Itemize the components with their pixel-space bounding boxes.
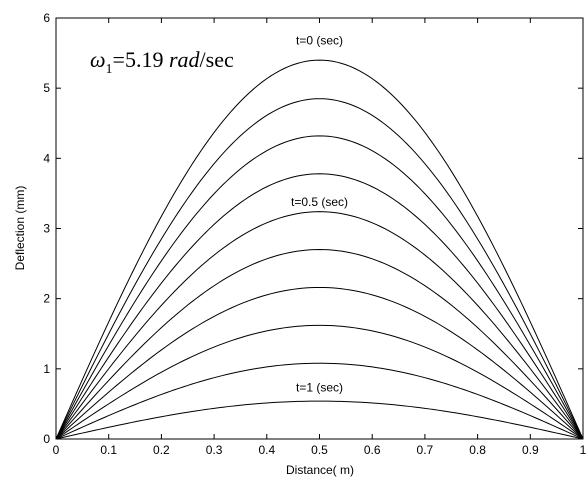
time-annotation: t=0.5 (sec) [291,195,348,209]
x-tick-label: 0.1 [100,443,117,457]
x-tick-label: 0.3 [206,443,223,457]
deflection-curve [55,211,584,440]
y-tick-label: 3 [43,222,50,236]
omega-equation: ω1=5.19 rad/sec [90,47,234,77]
x-tick-label: 0.4 [258,443,275,457]
y-tick-label: 5 [43,81,50,95]
omega-unit-tail: /sec [200,47,234,72]
deflection-curve [55,362,584,440]
y-tick-label: 4 [43,151,50,165]
x-tick-label: 0 [53,443,60,457]
x-tick-label: 1 [580,443,586,457]
time-annotation: t=0 (sec) [296,34,343,48]
omega-symbol: ω [90,47,106,72]
plot-frame [55,17,584,440]
deflection-curve [55,98,584,440]
x-axis-label: Distance( m) [286,463,354,477]
x-tick-label: 0.5 [311,443,328,457]
y-tick-label: 2 [43,292,50,306]
omega-unit-italic: rad [169,47,201,72]
deflection-curve [55,400,584,440]
y-tick-label: 1 [43,362,50,376]
x-tick-label: 0.6 [364,443,381,457]
deflection-curve [55,59,584,440]
x-tick-label: 0.2 [153,443,170,457]
deflection-curve [55,135,584,440]
y-tick-label: 6 [43,11,50,25]
annotations-group: t=0 (sec) t=0.5 (sec) t=1 (sec) [291,34,348,395]
deflection-curve [55,249,584,440]
x-tick-label: 0.8 [469,443,486,457]
x-tick-label: 0.7 [417,443,434,457]
y-axis-label: Deflection (mm) [13,186,27,271]
omega-value: =5.19 [113,47,169,72]
x-tick-label: 0.9 [522,443,539,457]
deflection-curve [55,173,584,440]
curves-group [55,59,584,440]
axis-ticks: 0 0.1 0.2 0.3 0.4 0.5 0.6 0.7 0.8 0.9 1 0 1 2 3 4 5 6 [43,11,586,457]
omega-subscript: 1 [106,62,113,77]
deflection-curve [55,286,584,440]
deflection-curve [55,324,584,440]
y-tick-label: 0 [43,432,50,446]
time-annotation: t=1 (sec) [296,380,343,394]
